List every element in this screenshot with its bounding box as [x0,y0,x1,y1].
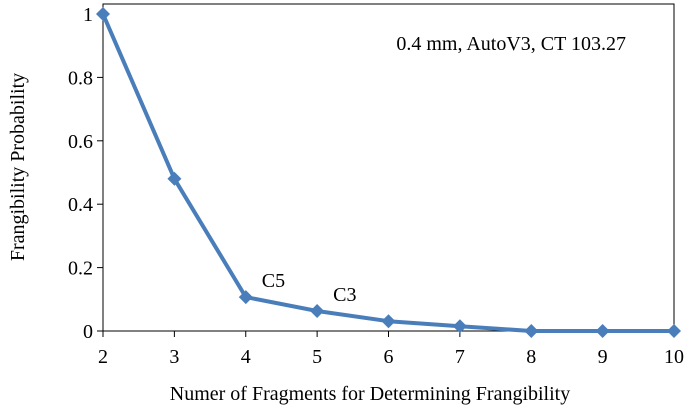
x-tick-label: 10 [664,346,684,368]
data-point [524,324,539,338]
y-tick-label: 0.2 [68,258,93,280]
x-tick-label: 6 [384,346,394,368]
x-tick-label: 2 [98,346,108,368]
x-tick-label: 4 [241,346,251,368]
axis-ticks [97,13,675,337]
data-point [452,319,467,334]
data-point [238,290,253,305]
x-axis-label: Numer of Fragments for Determining Frang… [170,383,570,405]
series-markers [96,7,681,338]
y-tick-label: 0.4 [68,194,93,216]
point-labels: C5 C3 [262,270,357,306]
tick-labels: 2 3 4 5 6 7 8 9 10 0 0.2 0.4 0.6 0.8 1 [68,4,684,368]
data-point [96,7,110,21]
point-label: C3 [333,284,356,306]
y-tick-label: 0.6 [68,131,93,153]
x-tick-label: 5 [312,346,322,368]
x-tick-label: 7 [455,346,465,368]
y-tick-label: 0.8 [68,67,93,89]
data-point [310,304,325,318]
y-tick-label: 1 [83,4,93,26]
chart-annotation: 0.4 mm, AutoV3, CT 103.27 [396,33,626,55]
point-label: C5 [262,270,285,292]
series-line [101,13,674,333]
data-point [167,171,182,186]
data-point [595,324,610,338]
x-tick-label: 9 [598,346,608,368]
y-tick-label: 0 [83,321,93,343]
data-point [381,314,396,329]
x-tick-label: 8 [526,346,536,368]
x-tick-label: 3 [169,346,179,368]
data-point [667,324,681,338]
y-axis-label: Frangibility Probability [7,73,29,261]
